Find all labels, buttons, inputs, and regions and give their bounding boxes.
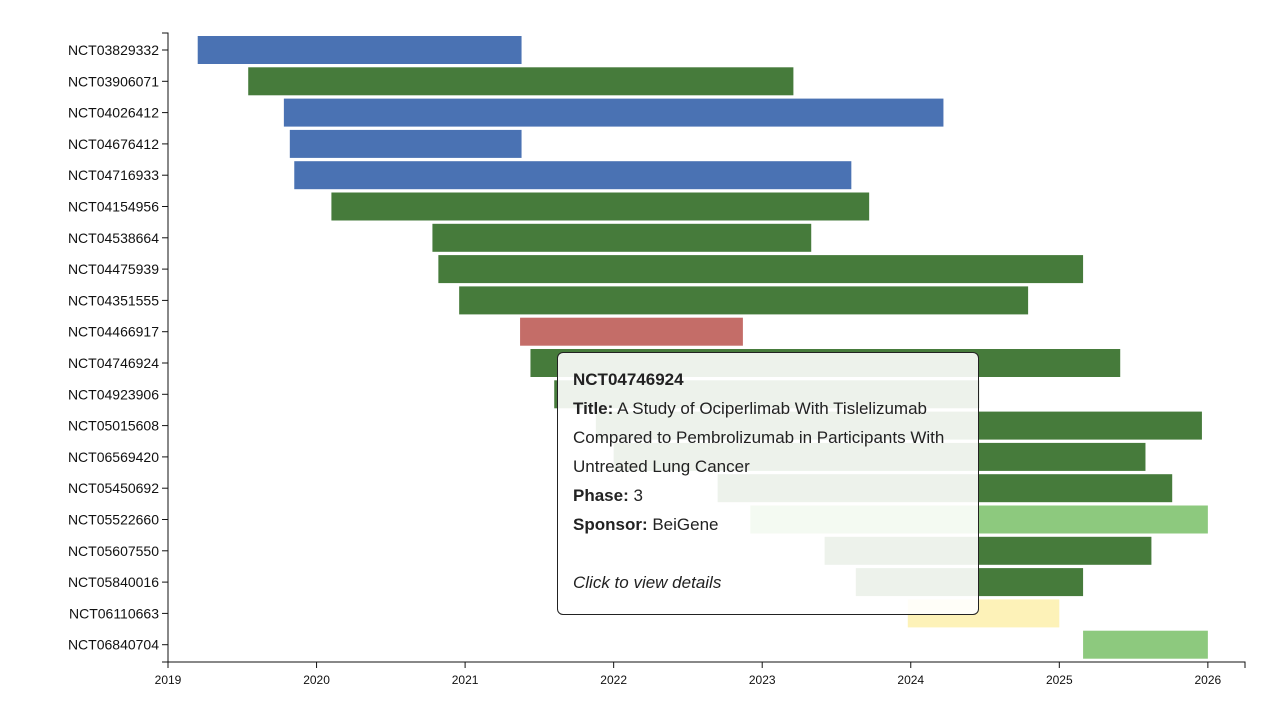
bar-nct04716933[interactable] — [294, 161, 852, 190]
y-tick-label: NCT05607550 — [68, 543, 159, 559]
x-tick-label: 2023 — [749, 673, 776, 687]
y-tick-label: NCT03829332 — [68, 42, 159, 58]
tooltip-title-row: Title: A Study of Ociperlimab With Tisle… — [573, 394, 963, 481]
y-tick-label: NCT04026412 — [68, 105, 159, 121]
tooltip-title-label: Title: — [573, 399, 614, 418]
tooltip-sponsor-value: BeiGene — [652, 515, 719, 534]
y-tick-label: NCT04716933 — [68, 167, 159, 183]
x-tick-label: 2025 — [1046, 673, 1073, 687]
tooltip-phase-label: Phase: — [573, 486, 629, 505]
tooltip-phase-value: 3 — [633, 486, 643, 505]
x-tick-label: 2026 — [1195, 673, 1222, 687]
y-tick-label: NCT04676412 — [68, 136, 159, 152]
y-tick-label: NCT05450692 — [68, 480, 159, 496]
bar-nct04026412[interactable] — [283, 98, 944, 127]
y-tick-label: NCT04746924 — [68, 355, 159, 371]
x-tick-label: 2019 — [155, 673, 182, 687]
y-tick-label: NCT05015608 — [68, 418, 159, 434]
tooltip-trial-id: NCT04746924 — [573, 370, 684, 389]
tooltip-phase-row: Phase: 3 — [573, 481, 963, 510]
tooltip-sponsor-label: Sponsor: — [573, 515, 648, 534]
bar-nct04538664[interactable] — [432, 223, 812, 252]
trial-tooltip[interactable]: NCT04746924 Title: A Study of Ociperlima… — [557, 352, 979, 615]
tooltip-sponsor-row: Sponsor: BeiGene — [573, 510, 963, 539]
x-tick-label: 2020 — [303, 673, 330, 687]
bar-nct03906071[interactable] — [248, 67, 794, 96]
bar-nct03829332[interactable] — [197, 36, 522, 64]
x-tick-label: 2022 — [600, 673, 627, 687]
x-tick-label: 2021 — [452, 673, 479, 687]
y-tick-label: NCT04475939 — [68, 261, 159, 277]
y-tick-label: NCT04923906 — [68, 386, 159, 402]
y-tick-label: NCT04466917 — [68, 324, 159, 340]
bar-nct04154956[interactable] — [331, 192, 870, 221]
y-tick-label: NCT06840704 — [68, 637, 159, 653]
y-tick-label: NCT06110663 — [69, 605, 159, 621]
y-tick-label: NCT04351555 — [68, 292, 159, 308]
x-axis-line — [167, 661, 1246, 668]
y-tick-label: NCT05522660 — [68, 512, 159, 528]
bar-nct04351555[interactable] — [459, 286, 1029, 315]
y-tick-label: NCT04154956 — [68, 199, 159, 215]
tooltip-view-details-link[interactable]: Click to view details — [573, 573, 722, 592]
x-tick-label: 2024 — [897, 673, 924, 687]
y-tick-label: NCT06569420 — [68, 449, 159, 465]
tooltip-title-value: A Study of Ociperlimab With Tislelizumab… — [573, 399, 945, 476]
bar-nct04466917[interactable] — [520, 317, 743, 346]
y-tick-label: NCT05840016 — [68, 574, 159, 590]
bar-nct04676412[interactable] — [289, 129, 522, 158]
bar-nct06840704[interactable] — [1083, 630, 1208, 659]
bar-nct04475939[interactable] — [438, 255, 1084, 284]
y-axis-line — [162, 32, 169, 663]
y-tick-label: NCT04538664 — [68, 230, 159, 246]
y-tick-label: NCT03906071 — [68, 73, 159, 89]
